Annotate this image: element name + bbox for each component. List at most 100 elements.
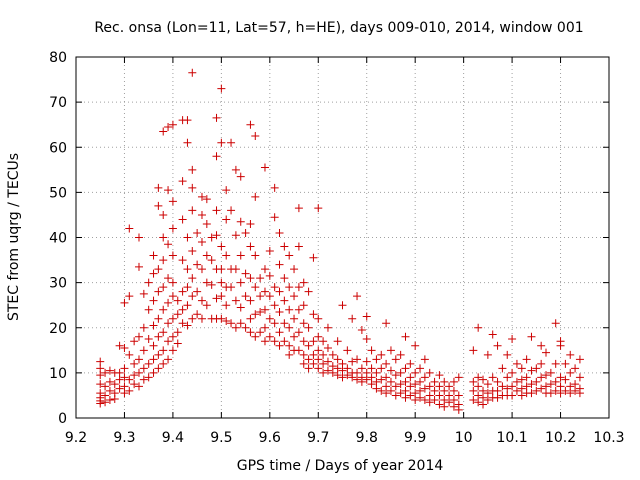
data-point [542, 371, 551, 380]
data-point [212, 206, 221, 215]
data-point [164, 122, 173, 131]
data-point [411, 341, 420, 350]
data-point [386, 346, 395, 355]
data-point [377, 364, 386, 373]
data-point [314, 346, 323, 355]
data-point [299, 278, 308, 287]
y-axis-label: STEC from uqrg / TECUs [6, 153, 22, 321]
data-point [416, 386, 425, 395]
data-point [183, 283, 192, 292]
data-point [517, 384, 526, 393]
data-point [125, 375, 134, 384]
data-point [285, 305, 294, 314]
data-point [241, 228, 250, 237]
data-point [367, 346, 376, 355]
data-point [435, 371, 444, 380]
data-point [396, 350, 405, 359]
data-point [217, 242, 226, 251]
data-point [299, 301, 308, 310]
data-point [270, 301, 279, 310]
data-point [280, 337, 289, 346]
data-point [280, 296, 289, 305]
x-tick-labels: 9.2 9.3 9.4 9.5 9.6 9.7 9.8 9.9 10 10.1 10.2 10.3 [65, 430, 625, 446]
data-point [401, 364, 410, 373]
data-point [512, 386, 521, 395]
data-point [328, 362, 337, 371]
data-point [445, 398, 454, 407]
data-point [246, 328, 255, 337]
data-point [231, 165, 240, 174]
data-point [314, 204, 323, 213]
data-point [546, 380, 555, 389]
data-point [285, 341, 294, 350]
chart-title: Rec. onsa (Lon=11, Lat=57, h=HE), days 0… [94, 20, 583, 36]
data-point [246, 120, 255, 129]
x-tick-label: 9.4 [162, 430, 184, 446]
data-point [377, 350, 386, 359]
data-point [454, 391, 463, 400]
data-point [527, 389, 536, 398]
data-point [96, 357, 105, 366]
data-point [517, 375, 526, 384]
data-point [401, 386, 410, 395]
data-point [488, 330, 497, 339]
data-point [231, 231, 240, 240]
data-point [416, 393, 425, 402]
data-point [353, 368, 362, 377]
data-point [168, 332, 177, 341]
data-point [382, 382, 391, 391]
data-point [556, 389, 565, 398]
data-point [498, 382, 507, 391]
data-point [357, 377, 366, 386]
data-point [275, 260, 284, 269]
data-point [183, 321, 192, 330]
data-point [425, 391, 434, 400]
data-point [479, 375, 488, 384]
data-point [440, 395, 449, 404]
data-point [372, 377, 381, 386]
data-point [115, 341, 124, 350]
data-point [498, 364, 507, 373]
x-tick-label: 10.1 [497, 430, 528, 446]
y-tick-label: 40 [49, 231, 67, 247]
data-point [246, 296, 255, 305]
data-point [144, 278, 153, 287]
data-point [139, 346, 148, 355]
data-point [449, 386, 458, 395]
data-point [493, 341, 502, 350]
data-point [483, 389, 492, 398]
data-point [130, 380, 139, 389]
data-point [231, 296, 240, 305]
data-point [130, 371, 139, 380]
data-point [101, 398, 110, 407]
data-point [149, 321, 158, 330]
data-point [328, 368, 337, 377]
data-point [420, 395, 429, 404]
data-point [241, 323, 250, 332]
data-point [120, 389, 129, 398]
y-tick-label: 60 [49, 140, 67, 156]
data-point [299, 319, 308, 328]
data-point [134, 355, 143, 364]
data-point [382, 359, 391, 368]
data-point [188, 206, 197, 215]
data-point [159, 346, 168, 355]
data-point [159, 305, 168, 314]
data-point [212, 113, 221, 122]
data-point [411, 368, 420, 377]
data-point [391, 355, 400, 364]
data-point [382, 319, 391, 328]
data-point [120, 373, 129, 382]
data-point [193, 310, 202, 319]
data-point [517, 391, 526, 400]
data-point [270, 213, 279, 222]
data-point [164, 355, 173, 364]
data-point [435, 400, 444, 409]
data-point [396, 380, 405, 389]
data-point [251, 131, 260, 140]
data-point [503, 373, 512, 382]
x-tick-label: 9.9 [404, 430, 426, 446]
data-point [183, 233, 192, 242]
data-point [362, 357, 371, 366]
